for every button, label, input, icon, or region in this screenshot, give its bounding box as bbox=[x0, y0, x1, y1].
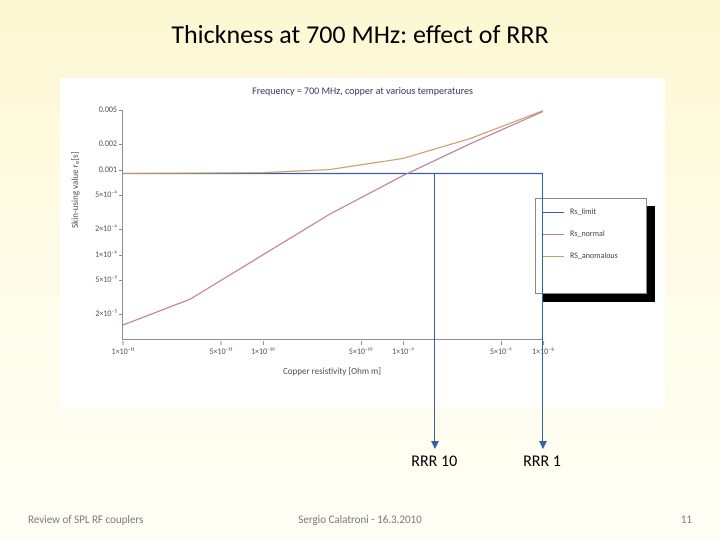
chart-curves bbox=[123, 110, 543, 340]
x-tick: 1×10⁻¹¹ bbox=[112, 347, 135, 357]
y-tick: 2×10⁻⁴ bbox=[67, 224, 117, 234]
x-tick: 1×10⁻¹⁰ bbox=[251, 347, 275, 357]
legend-item: Rs_normal bbox=[542, 229, 640, 239]
arrow-label-rrr10: RRR 10 bbox=[411, 452, 457, 471]
y-tick: 5×10⁻⁵ bbox=[67, 275, 117, 285]
y-tick: 2×10⁻⁵ bbox=[67, 309, 117, 319]
slide-title: Thickness at 700 MHz: effect of RRR bbox=[0, 18, 720, 50]
y-tick: 1×10⁻⁴ bbox=[67, 250, 117, 260]
footer-right: 11 bbox=[681, 513, 692, 526]
annotation-arrow bbox=[542, 173, 543, 448]
x-tick: 5×10⁻¹⁰ bbox=[349, 347, 373, 357]
legend-label: Rs_normal bbox=[570, 229, 605, 239]
legend-item: RS_anomalous bbox=[542, 251, 640, 261]
legend-label: RS_anomalous bbox=[570, 251, 618, 261]
legend-swatch bbox=[542, 212, 564, 213]
x-tick: 5×10⁻¹¹ bbox=[209, 347, 232, 357]
legend-swatch bbox=[542, 256, 564, 257]
legend-box: Rs_limit Rs_normal RS_anomalous bbox=[535, 198, 647, 294]
legend-item: Rs_limit bbox=[542, 207, 640, 217]
x-axis-label: Copper resistivity [Ohm m] bbox=[122, 366, 542, 377]
chart-card: Frequency = 700 MHz, copper at various t… bbox=[60, 78, 665, 408]
legend-swatch bbox=[542, 234, 564, 235]
y-tick: 0.005 bbox=[67, 105, 117, 115]
chart-title: Frequency = 700 MHz, copper at various t… bbox=[60, 84, 665, 97]
annotation-arrow bbox=[434, 173, 435, 448]
y-tick: 0.002 bbox=[67, 139, 117, 149]
plot-area: 2×10⁻⁵5×10⁻⁵1×10⁻⁴2×10⁻⁴5×10⁻⁴0.0010.002… bbox=[122, 110, 542, 340]
arrow-label-rrr1: RRR 1 bbox=[523, 452, 561, 471]
x-tick: 1×10⁻⁹ bbox=[392, 347, 414, 357]
x-tick: 5×10⁻⁹ bbox=[490, 347, 512, 357]
footer-center: Sergio Calatroni - 16.3.2010 bbox=[0, 513, 720, 526]
legend-label: Rs_limit bbox=[570, 207, 596, 217]
series-RS_anomalous bbox=[123, 111, 543, 174]
series-Rs_normal bbox=[123, 112, 543, 325]
y-tick: 0.001 bbox=[67, 165, 117, 175]
y-tick: 5×10⁻⁴ bbox=[67, 190, 117, 200]
x-tick: 1×10⁻⁸ bbox=[532, 347, 554, 357]
